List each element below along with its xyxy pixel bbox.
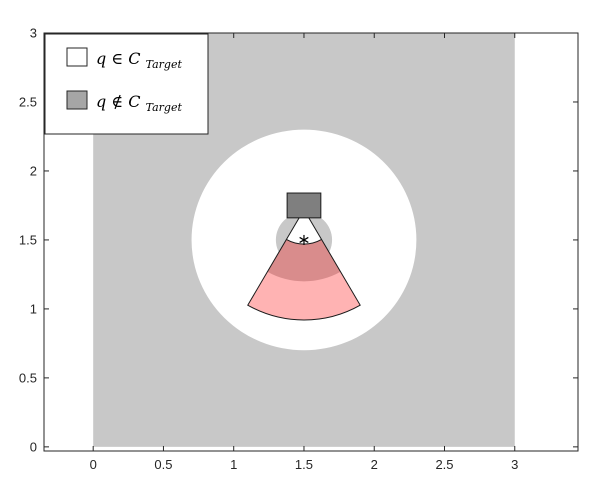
legend-subscript: Target	[146, 101, 183, 114]
y-tick-label: 2	[30, 163, 37, 178]
legend-set: C	[128, 49, 140, 68]
legend-symbol: q	[96, 92, 106, 111]
legend-relation: ∈	[111, 49, 123, 68]
y-tick-label: 0	[30, 439, 37, 454]
fov-near-field	[286, 209, 322, 245]
region-in-target-annulus	[191, 129, 417, 351]
y-tick-label: 0.5	[19, 370, 37, 385]
y-tick-label: 1	[30, 301, 37, 316]
legend-swatch-in-target	[66, 47, 88, 67]
x-tick-label: 0	[90, 457, 97, 472]
y-tick-label: 2.5	[19, 94, 37, 109]
legend-set: C	[128, 92, 140, 111]
y-tick-label: 1.5	[19, 232, 37, 247]
target-marker	[299, 234, 309, 245]
legend-label-not-in-target: q ∉ C Target	[96, 92, 182, 114]
legend: q ∈ C Target q ∉ C Target	[44, 33, 209, 135]
x-tick-label: 2.5	[435, 457, 453, 472]
plot-frame	[43, 32, 579, 452]
x-tick-label: 1.5	[295, 457, 313, 472]
legend-symbol: q	[96, 49, 106, 68]
y-axis: 0 0.5 1 1.5 2 2.5 3	[19, 26, 578, 454]
x-tick-label: 3	[511, 457, 518, 472]
legend-swatch-not-in-target	[66, 90, 88, 110]
fov-outline	[247, 208, 361, 321]
sensor-box	[286, 192, 322, 219]
x-tick-label: 0.5	[154, 457, 172, 472]
marker-stroke	[299, 236, 309, 243]
legend-label-in-target: q ∈ C Target	[96, 49, 182, 71]
y-tick-label: 3	[30, 26, 37, 41]
x-tick-label: 2	[371, 457, 378, 472]
legend-relation: ∉	[111, 92, 123, 111]
legend-subscript: Target	[146, 58, 183, 71]
x-tick-label: 1	[230, 457, 237, 472]
fov-overlap-band	[267, 239, 341, 282]
x-axis: 0 0.5 1 1.5 2 2.5 3	[90, 33, 518, 472]
